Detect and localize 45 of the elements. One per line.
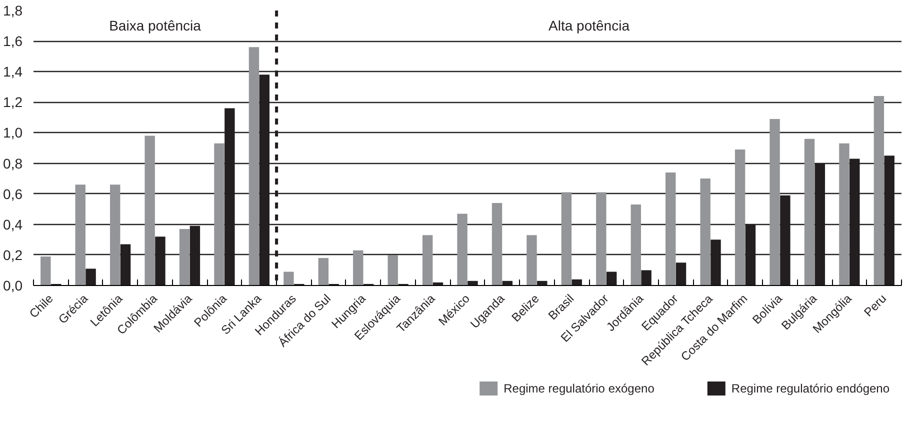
- bar: [468, 280, 478, 286]
- y-tick-label: 0,2: [3, 246, 23, 263]
- bar: [839, 143, 850, 286]
- y-tick-label: 0,6: [3, 186, 23, 202]
- bar: [734, 150, 746, 286]
- annotation: Alta potência: [548, 17, 630, 34]
- bar: [700, 178, 710, 286]
- bar: [561, 192, 572, 286]
- bar: [248, 47, 260, 286]
- bar: [86, 268, 96, 286]
- bar: [214, 143, 224, 286]
- y-tick-label: 1,4: [3, 64, 23, 80]
- bar: [110, 184, 120, 286]
- bar: [40, 256, 51, 286]
- bar: [318, 258, 329, 286]
- y-tick-label: 1,8: [3, 2, 23, 18]
- y-tick-label: 1,6: [3, 33, 23, 50]
- bar: [770, 118, 780, 286]
- bar: [457, 214, 468, 286]
- bar: [676, 262, 686, 286]
- annotation: Baixa potência: [109, 17, 202, 34]
- bar: [874, 96, 884, 286]
- bar: [179, 228, 190, 286]
- y-tick-label: 1,0: [3, 124, 23, 141]
- bar: [144, 136, 155, 286]
- bar: [422, 235, 433, 286]
- bar: [537, 280, 548, 286]
- bar: [492, 203, 502, 286]
- legend-label: Regime regulatório exógeno: [504, 382, 655, 396]
- y-tick-label: 0,4: [3, 216, 23, 232]
- bar: [606, 272, 617, 286]
- bar: [666, 172, 676, 286]
- bar: [641, 270, 652, 286]
- legend-label: Regime regulatório endógeno: [731, 382, 890, 396]
- bar: [630, 204, 641, 286]
- y-tick-label: 1,2: [3, 94, 23, 110]
- bar: [284, 272, 294, 286]
- bar: [526, 235, 537, 286]
- bar: [353, 250, 364, 286]
- bar: [388, 254, 398, 286]
- y-tick-label: 0,8: [3, 155, 23, 172]
- bar: [804, 138, 815, 286]
- bar: [75, 184, 86, 286]
- bar: [596, 192, 606, 286]
- y-tick-label: 0,0: [3, 278, 23, 294]
